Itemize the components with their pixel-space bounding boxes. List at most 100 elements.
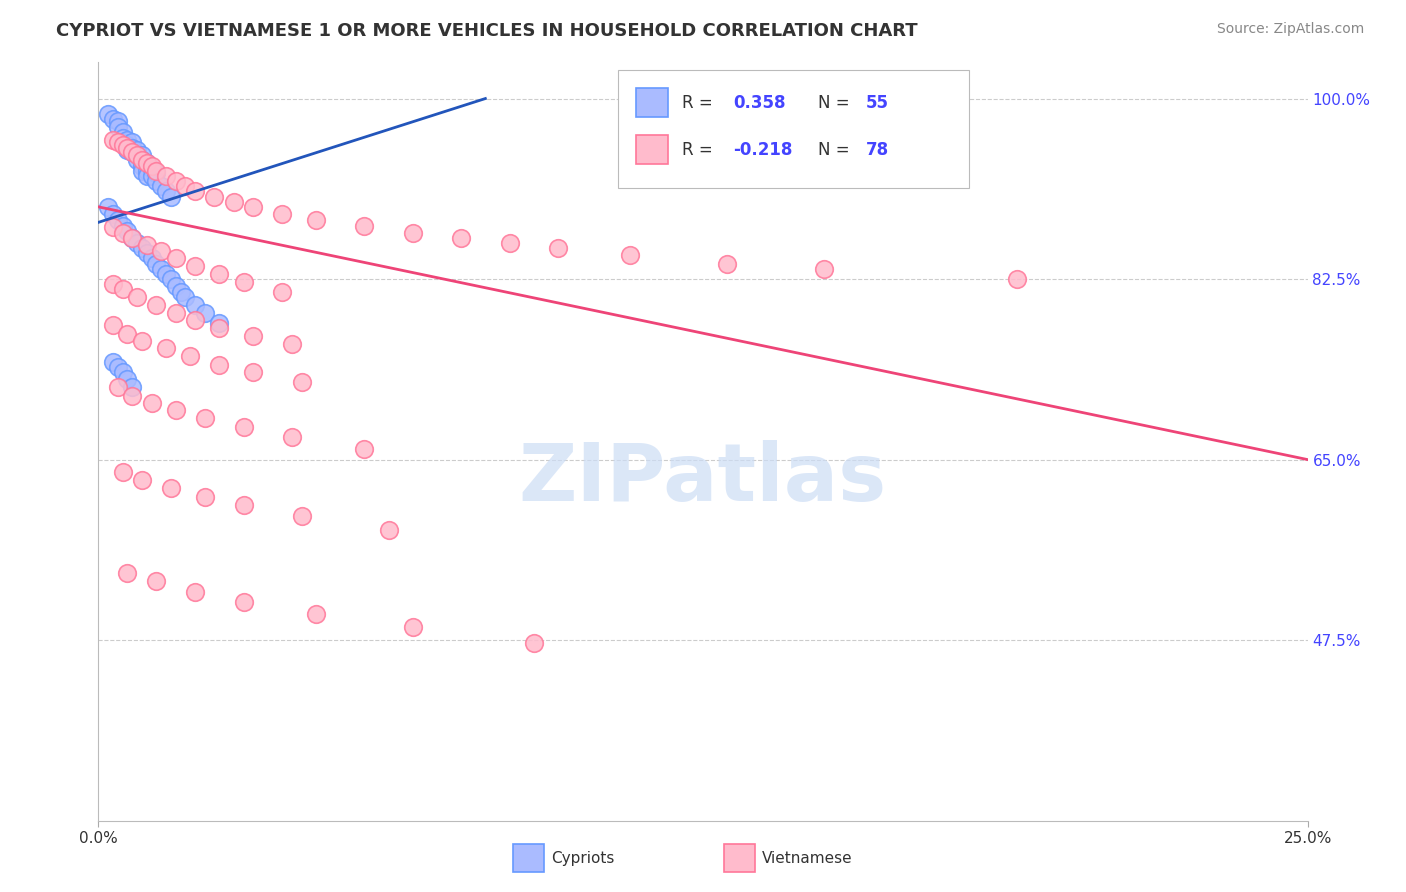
Point <box>353 219 375 234</box>
Point <box>165 252 187 266</box>
Point <box>135 238 157 252</box>
Point <box>135 163 157 178</box>
Point <box>155 169 177 183</box>
FancyBboxPatch shape <box>513 844 544 872</box>
Point <box>194 306 217 320</box>
Point <box>184 185 207 199</box>
Point <box>242 365 264 379</box>
Point <box>305 607 328 622</box>
Point <box>111 138 134 153</box>
Point <box>194 411 217 425</box>
Point <box>1007 272 1029 286</box>
Point <box>179 350 201 364</box>
Point <box>194 490 217 504</box>
Point <box>107 359 129 374</box>
Point <box>127 153 149 168</box>
Point <box>141 169 163 183</box>
Point <box>184 259 207 273</box>
Point <box>184 313 207 327</box>
Text: -0.218: -0.218 <box>734 141 793 159</box>
Point <box>145 174 167 188</box>
Point <box>101 220 124 235</box>
Point <box>131 153 153 168</box>
Text: N =: N = <box>818 141 855 159</box>
Point <box>101 318 124 333</box>
Point <box>169 285 191 300</box>
Point <box>145 163 167 178</box>
Point <box>141 159 163 173</box>
Point <box>402 620 425 634</box>
Text: 78: 78 <box>866 141 890 159</box>
Point <box>121 145 143 160</box>
Point <box>127 290 149 304</box>
Point <box>145 166 167 180</box>
Point <box>281 430 304 444</box>
Point <box>141 396 163 410</box>
Point <box>813 261 835 276</box>
Point <box>117 224 139 238</box>
Point <box>160 482 183 496</box>
Point <box>107 213 129 227</box>
Point <box>131 153 153 168</box>
Point <box>111 226 134 240</box>
Text: 55: 55 <box>866 94 889 112</box>
Point <box>127 148 149 162</box>
Point <box>135 155 157 169</box>
Point <box>131 473 153 487</box>
Point <box>160 272 183 286</box>
Point <box>131 334 153 348</box>
Point <box>450 231 472 245</box>
Point <box>117 133 139 147</box>
Point <box>498 235 520 250</box>
Point <box>131 241 153 255</box>
Point <box>208 320 231 334</box>
Point <box>150 179 173 194</box>
Point <box>121 231 143 245</box>
Point <box>111 124 134 138</box>
Text: 0.358: 0.358 <box>734 94 786 112</box>
Point <box>208 267 231 281</box>
Point <box>107 114 129 128</box>
Point <box>121 141 143 155</box>
Point <box>174 290 197 304</box>
Text: Vietnamese: Vietnamese <box>762 851 852 865</box>
FancyBboxPatch shape <box>637 136 668 164</box>
Point <box>290 376 312 390</box>
Point <box>290 509 312 524</box>
Point <box>402 226 425 240</box>
Point <box>305 213 328 227</box>
Point <box>111 130 134 145</box>
Point <box>131 163 153 178</box>
Point <box>208 317 231 331</box>
Point <box>117 372 139 386</box>
Point <box>165 279 187 293</box>
Point <box>111 135 134 149</box>
Point <box>117 138 139 153</box>
Text: Cypriots: Cypriots <box>551 851 614 865</box>
Point <box>117 143 139 157</box>
Point <box>204 189 226 203</box>
Point <box>127 148 149 162</box>
Point <box>281 337 304 351</box>
FancyBboxPatch shape <box>637 88 668 117</box>
Point <box>101 133 124 147</box>
Point <box>145 298 167 312</box>
Point <box>107 135 129 149</box>
Point <box>155 341 177 355</box>
Point <box>101 207 124 221</box>
Point <box>135 246 157 260</box>
Point <box>716 257 738 271</box>
Point <box>155 185 177 199</box>
Point <box>107 380 129 394</box>
Point <box>111 282 134 296</box>
Point <box>111 219 134 234</box>
Point <box>121 135 143 149</box>
Point <box>523 636 546 650</box>
Text: CYPRIOT VS VIETNAMESE 1 OR MORE VEHICLES IN HOUSEHOLD CORRELATION CHART: CYPRIOT VS VIETNAMESE 1 OR MORE VEHICLES… <box>56 22 918 40</box>
FancyBboxPatch shape <box>619 70 969 187</box>
Point <box>184 298 207 312</box>
Point <box>271 285 294 300</box>
Point <box>121 380 143 394</box>
Point <box>184 584 207 599</box>
Point <box>155 267 177 281</box>
